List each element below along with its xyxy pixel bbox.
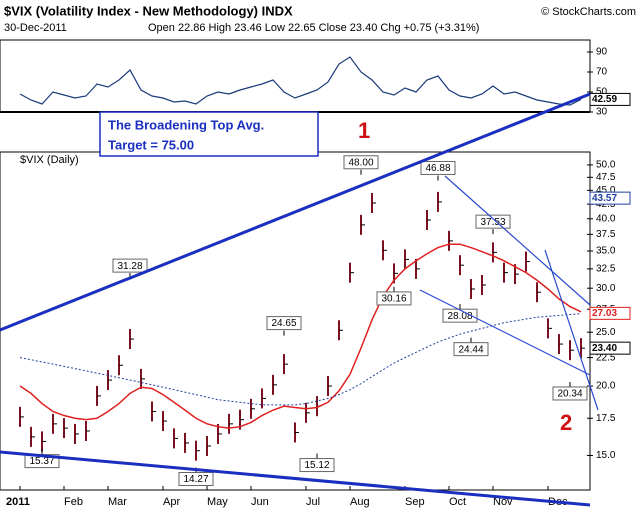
peak-label: 46.88 xyxy=(425,163,450,174)
peak-label: 15.37 xyxy=(29,456,54,467)
peak-label: 15.12 xyxy=(304,460,329,471)
y-tick-label: 90 xyxy=(596,47,608,58)
panel-label: $VIX (Daily) xyxy=(20,154,79,166)
peak-box xyxy=(343,155,379,170)
peak-label: 31.28 xyxy=(117,261,142,272)
price-tag-label: 43.57 xyxy=(592,193,617,204)
channel-line xyxy=(544,249,599,411)
y-tick-label: 30 xyxy=(596,107,608,118)
peak-box xyxy=(112,258,148,273)
peak-box xyxy=(552,386,588,401)
x-tick-label: Aug xyxy=(350,496,370,508)
y-tick-label: 25.0 xyxy=(596,327,616,338)
y-tick-label: 50.0 xyxy=(596,160,616,171)
x-tick-label: May xyxy=(207,496,228,508)
peak-box xyxy=(376,291,412,306)
y-tick-label: 17.5 xyxy=(596,413,616,424)
y-tick-label: 45.0 xyxy=(596,185,616,196)
peak-box xyxy=(442,308,478,323)
y-tick-label: 15.0 xyxy=(596,450,616,461)
channel-line xyxy=(444,175,591,306)
x-tick-label: Jun xyxy=(251,496,269,508)
y-tick-label: 50 xyxy=(596,87,608,98)
x-tick-label: Sep xyxy=(405,496,425,508)
source: © StockCharts.com xyxy=(541,6,636,18)
y-tick-label: 35.0 xyxy=(596,246,616,257)
peak-label: 28.08 xyxy=(447,311,472,322)
peak-label: 30.16 xyxy=(381,294,406,305)
quote: Open 22.86 High 23.46 Low 22.65 Close 23… xyxy=(148,22,479,34)
peak-label: 14.27 xyxy=(183,474,208,485)
wave-mark: 1 xyxy=(358,118,370,143)
peak-box xyxy=(453,342,489,357)
annotation-box xyxy=(99,111,319,157)
x-tick-label: Oct xyxy=(449,496,466,508)
moving-average xyxy=(19,313,582,406)
x-tick-label: Jul xyxy=(306,496,320,508)
x-tick-label: Mar xyxy=(108,496,127,508)
peak-box xyxy=(475,214,511,229)
chart-title: $VIX (Volatility Index - New Methodology… xyxy=(4,3,293,18)
peak-box xyxy=(266,316,302,331)
peak-box xyxy=(299,458,335,473)
x-tick-label: Apr xyxy=(163,496,180,508)
x-tick-label: 2011 xyxy=(6,496,30,508)
price-tag-label: 27.03 xyxy=(592,308,617,319)
y-tick-label: 37.5 xyxy=(596,229,616,240)
trendline xyxy=(0,92,591,332)
peak-label: 37.53 xyxy=(480,217,505,228)
y-tick-label: 32.5 xyxy=(596,264,616,275)
y-tick-label: 20.0 xyxy=(596,381,616,392)
peak-box xyxy=(178,472,214,487)
y-tick-label: 22.5 xyxy=(596,352,616,363)
peak-label: 24.65 xyxy=(271,318,296,329)
x-tick-label: Feb xyxy=(64,496,83,508)
peak-label: 48.00 xyxy=(348,157,373,168)
annotation-text: Target = 75.00 xyxy=(108,137,194,152)
price-tag xyxy=(589,191,631,205)
rsi-line xyxy=(19,56,582,106)
y-tick-label: 40.0 xyxy=(596,213,616,224)
price-tag xyxy=(589,92,631,106)
y-tick-label: 30.0 xyxy=(596,283,616,294)
price-tag-label: 42.59 xyxy=(592,94,617,105)
wave-mark: 2 xyxy=(560,410,572,435)
price-tag xyxy=(589,341,631,355)
plot-layer: 3050709042.5915.017.520.022.525.027.530.… xyxy=(6,47,631,508)
price-tag-label: 23.40 xyxy=(592,343,617,354)
trendline xyxy=(0,450,591,507)
moving-average xyxy=(19,243,582,429)
annotation-text: The Broadening Top Avg. xyxy=(108,117,264,132)
peak-label: 20.34 xyxy=(557,389,582,400)
date: 30-Dec-2011 xyxy=(4,22,67,34)
y-tick-label: 47.5 xyxy=(596,172,616,183)
peak-box xyxy=(420,160,456,175)
y-tick-label: 70 xyxy=(596,67,608,78)
price-tag xyxy=(589,306,631,320)
peak-label: 24.44 xyxy=(458,344,483,355)
channel-line xyxy=(419,289,591,376)
